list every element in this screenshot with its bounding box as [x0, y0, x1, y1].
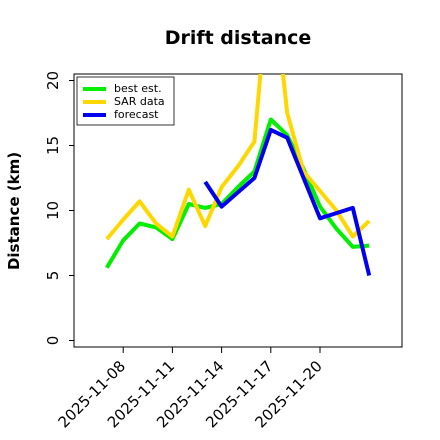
legend-label-forecast: forecast — [114, 108, 159, 121]
legend-label-best-est: best est. — [114, 82, 162, 95]
series-line-sar-data — [105, 74, 371, 241]
y-axis: 0 5 10 15 20 — [44, 71, 74, 345]
legend-label-sar-data: SAR data — [114, 95, 165, 108]
series-line-forecast — [203, 127, 372, 276]
series-lines — [105, 74, 372, 276]
y-axis-label: Distance (km) — [5, 152, 23, 270]
x-axis: 2025-11-082025-11-112025-11-142025-11-17… — [55, 347, 326, 431]
y-tick-label: 10 — [44, 201, 62, 220]
y-tick-label: 20 — [44, 71, 62, 90]
y-tick-label: 5 — [44, 271, 62, 281]
y-tick-label: 0 — [44, 336, 62, 346]
y-tick-label: 15 — [44, 136, 62, 155]
series-line-best-est — [105, 117, 370, 269]
legend: best est. SAR data forecast — [76, 76, 175, 126]
chart-title: Drift distance — [165, 27, 312, 49]
